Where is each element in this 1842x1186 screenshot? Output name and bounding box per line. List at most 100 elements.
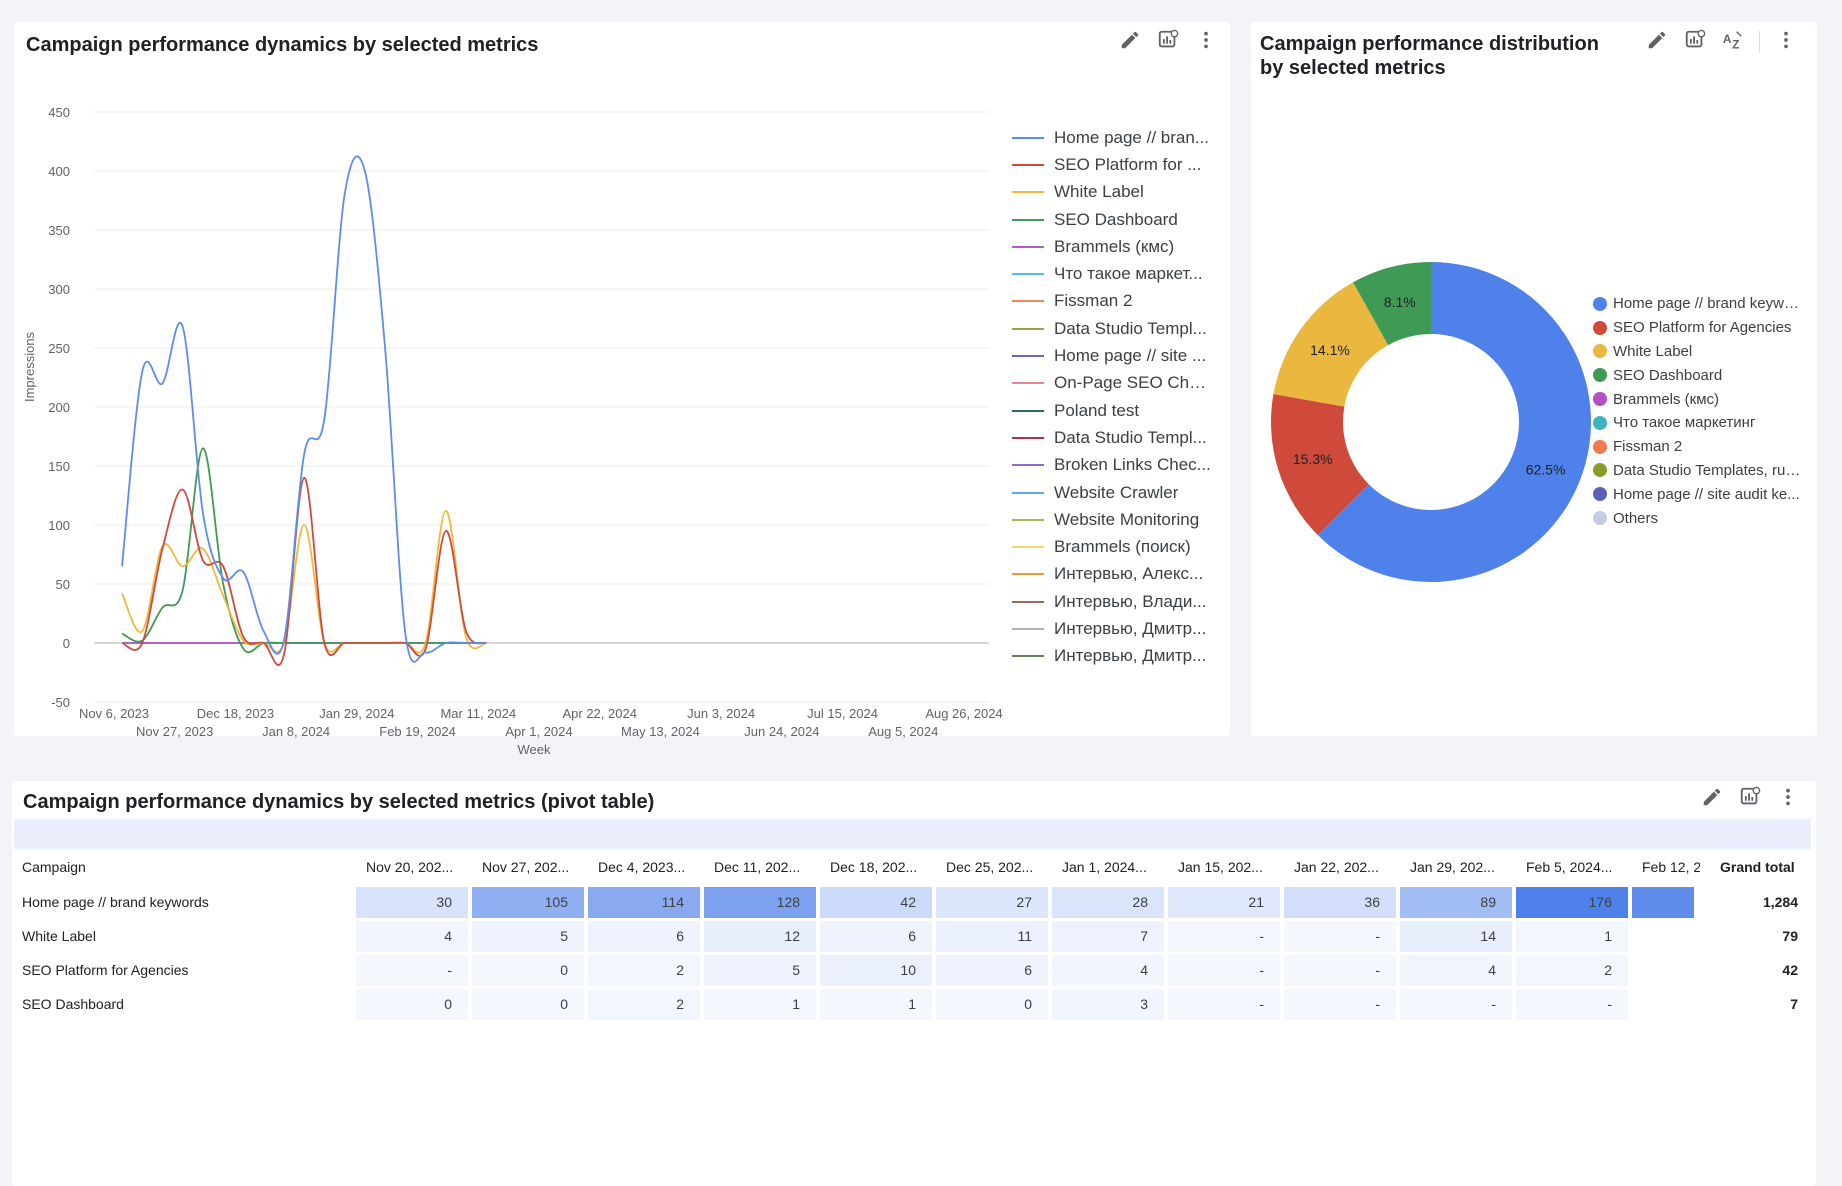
pivot-column-header[interactable]: Feb 5, 2024... [1526,859,1613,875]
pivot-table-title: Campaign performance dynamics by selecte… [23,791,655,813]
legend-swatch [1593,368,1607,383]
pivot-column-header[interactable]: Jan 1, 2024... [1062,859,1147,875]
legend-item[interactable]: Website Monitoring [1012,506,1212,533]
pivot-cell: - [1168,989,1280,1020]
legend-item[interactable]: Fissman 2 [1593,435,1803,459]
legend-swatch [1593,392,1607,407]
edit-button[interactable] [1700,787,1724,811]
legend-label: White Label [1054,182,1144,202]
pivot-cell: 42 [820,887,932,918]
pivot-row-label: Home page // brand keywords [22,894,209,910]
x-tick-label: Jan 8, 2024 [262,724,330,739]
pivot-column-header[interactable]: Jan 29, 202... [1410,859,1495,875]
pivot-cell: 176 [1516,887,1628,918]
legend-item[interactable]: Что такое маркетинг [1593,411,1803,435]
legend-item[interactable]: Home page // site ... [1012,342,1212,369]
legend-item[interactable]: White Label [1593,340,1803,364]
legend-item[interactable]: Что такое маркет... [1012,260,1212,287]
legend-label: Fissman 2 [1613,438,1683,456]
pivot-column-header[interactable]: Nov 20, 202... [366,859,454,875]
legend-item[interactable]: Home page // site audit ke... [1593,482,1803,506]
legend-item[interactable]: Website Crawler [1012,479,1212,506]
legend-item[interactable]: Data Studio Templ... [1012,315,1212,342]
legend-item[interactable]: SEO Dashboard [1012,206,1212,233]
donut-slice[interactable] [1273,282,1389,407]
legend-item[interactable]: Интервью, Дмитр... [1012,615,1212,642]
chart-settings-button[interactable] [1738,786,1762,811]
legend-item[interactable]: Home page // bran... [1012,124,1212,151]
donut-slice[interactable] [1271,393,1369,536]
legend-item[interactable]: SEO Platform for Agencies [1593,316,1803,340]
legend-item[interactable]: Others [1593,506,1803,530]
more-vert-icon [1775,29,1797,56]
edit-button[interactable] [1118,30,1142,54]
edit-button[interactable] [1645,30,1669,54]
pivot-column-header[interactable]: Nov 27, 202... [482,859,570,875]
legend-label: Home page // brand keywo... [1613,295,1803,313]
legend-item[interactable]: Brammels (кмс) [1012,233,1212,260]
more-options-button[interactable] [1774,30,1798,54]
legend-item[interactable]: Интервью, Дмитр... [1012,643,1212,670]
legend-swatch [1593,344,1607,359]
legend-item[interactable]: SEO Dashboard [1593,363,1803,387]
legend-item[interactable]: Broken Links Chec... [1012,452,1212,479]
x-tick-label: Feb 19, 2024 [379,724,456,739]
pivot-cell: 128 [704,887,816,918]
legend-swatch [1012,491,1044,494]
pivot-cell: 27 [936,887,1048,918]
pivot-cell: 0 [936,989,1048,1020]
chart-settings-button[interactable] [1156,29,1180,54]
legend-item[interactable]: Brammels (кмс) [1593,387,1803,411]
y-tick-label: 100 [48,518,70,533]
pivot-column-header[interactable]: Dec 4, 2023... [598,859,686,875]
chart-settings-button[interactable] [1683,29,1707,54]
pivot-column-header[interactable]: Feb 12, 2 [1642,859,1700,875]
pivot-cell: - [1168,955,1280,986]
more-options-button[interactable] [1776,787,1800,811]
donut-slice[interactable] [1353,262,1431,346]
legend-item[interactable]: Brammels (поиск) [1012,533,1212,560]
pivot-cell [1632,955,1694,986]
pivot-grand-total-cell: 42 [1782,962,1798,978]
pivot-cell: 4 [356,921,468,952]
legend-swatch [1012,627,1044,630]
pivot-cell: - [1284,955,1396,986]
pivot-column-header[interactable]: Jan 15, 202... [1178,859,1263,875]
legend-item[interactable]: White Label [1012,179,1212,206]
legend-item[interactable]: Fissman 2 [1012,288,1212,315]
series-line [121,509,487,654]
line-chart-card: Campaign performance dynamics by selecte… [14,22,1230,756]
legend-item[interactable]: Интервью, Алекс... [1012,561,1212,588]
legend-label: Data Studio Templ... [1054,318,1207,338]
legend-item[interactable]: Интервью, Влади... [1012,588,1212,615]
legend-swatch [1012,163,1044,166]
pivot-column-header[interactable]: Dec 18, 202... [830,859,918,875]
pencil-icon [1701,786,1723,813]
legend-label: SEO Platform for ... [1054,154,1202,174]
more-options-button[interactable] [1194,30,1218,54]
pivot-column-header[interactable]: Dec 25, 202... [946,859,1034,875]
legend-item[interactable]: SEO Platform for ... [1012,151,1212,178]
y-tick-label: 300 [48,282,70,297]
legend-item[interactable]: Poland test [1012,397,1212,424]
pivot-cell: - [1168,921,1280,952]
slice-label: 62.5% [1526,461,1566,477]
y-tick-label: -50 [51,695,70,710]
legend-item[interactable]: Data Studio Templates, ru, ... [1593,459,1803,483]
legend-item[interactable]: Data Studio Templ... [1012,424,1212,451]
legend-swatch [1012,273,1044,276]
pivot-grand-total-header: Grand total [1720,859,1795,875]
legend-label: SEO Dashboard [1054,209,1178,229]
legend-item[interactable]: Home page // brand keywo... [1593,292,1803,316]
legend-label: Home page // site audit ke... [1613,485,1800,503]
pivot-column-header[interactable]: Jan 22, 202... [1294,859,1379,875]
legend-item[interactable]: On-Page SEO Che... [1012,370,1212,397]
pivot-table-toolbar [1700,786,1800,811]
y-tick-label: 50 [56,577,70,592]
pivot-column-header[interactable]: Dec 11, 202... [714,859,801,875]
line-chart-legend: Home page // bran... SEO Platform for ...… [1012,124,1212,670]
donut-slice[interactable] [1317,262,1591,582]
legend-label: Brammels (поиск) [1054,537,1191,557]
